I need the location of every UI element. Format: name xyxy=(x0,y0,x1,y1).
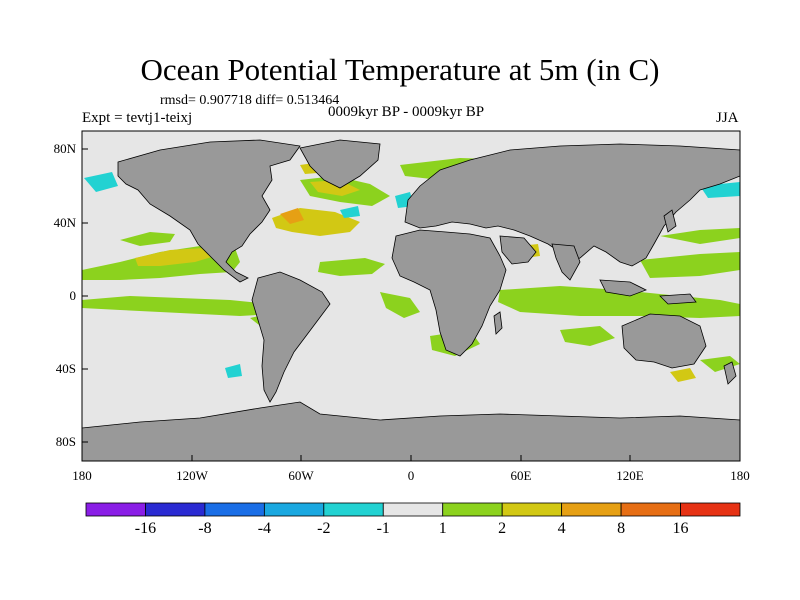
colorbar xyxy=(85,502,741,517)
colorbar-label: 2 xyxy=(498,520,507,537)
land-greenland xyxy=(299,139,381,189)
colorbar-label: -2 xyxy=(317,520,331,537)
land-india xyxy=(551,243,581,281)
x-tick-label: 0 xyxy=(407,468,415,483)
colorbar-swatch xyxy=(620,502,681,517)
y-tick-label: 40S xyxy=(55,361,76,376)
colorbar-label: 16 xyxy=(672,520,689,537)
land-australia xyxy=(621,313,707,369)
anomaly-patch xyxy=(318,258,385,276)
colorbar-swatch xyxy=(561,502,622,517)
colorbar-swatch xyxy=(204,502,265,517)
stats-label: rmsd= 0.907718 diff= 0.513464 xyxy=(160,93,340,108)
colorbar-swatch xyxy=(145,502,206,517)
map-panel xyxy=(81,130,741,462)
land-japan xyxy=(663,209,677,233)
anomaly-patch xyxy=(340,206,360,218)
anomaly-patch xyxy=(82,296,272,316)
land-madagascar xyxy=(493,311,503,335)
y-tick-label: 40N xyxy=(53,215,76,230)
x-tick-label: 60W xyxy=(288,468,314,483)
anomaly-patch xyxy=(84,172,118,192)
anomaly-patch xyxy=(380,292,420,318)
x-tick-label: 60E xyxy=(510,468,532,483)
x-tick-label: 180 xyxy=(72,468,92,483)
x-tick-label: 180 xyxy=(730,468,750,483)
colorbar-swatch xyxy=(680,502,741,517)
colorbar-swatch xyxy=(382,502,444,517)
colorbar-swatch xyxy=(501,502,563,517)
x-tick-label: 120E xyxy=(616,468,644,483)
land-new-zealand xyxy=(723,361,737,385)
colorbar-label: -1 xyxy=(376,520,390,537)
anomaly-patch xyxy=(310,180,360,196)
anomaly-patch xyxy=(700,356,740,372)
anomaly-patch xyxy=(498,286,740,318)
anomaly-patch xyxy=(670,368,696,382)
period-label: 0009kyr BP - 0009kyr BP xyxy=(327,104,485,120)
season-label: JJA xyxy=(716,110,739,126)
colorbar-swatch xyxy=(442,502,503,517)
colorbar-label: -4 xyxy=(257,520,272,537)
anomaly-patch xyxy=(660,228,740,244)
axis-ticks xyxy=(81,148,741,461)
experiment-label: Expt = tevtj1-teixj xyxy=(82,110,193,126)
anomaly-patch xyxy=(135,248,215,266)
y-tick-label: 80N xyxy=(53,141,76,156)
anomaly-patch xyxy=(120,232,175,246)
land-arabia xyxy=(499,235,537,265)
anomaly-patch xyxy=(560,326,615,346)
land-masses xyxy=(81,139,741,462)
colorbar-label: 4 xyxy=(557,520,566,537)
land-eurasia xyxy=(404,143,741,267)
y-tick-label: 80S xyxy=(55,434,76,449)
colorbar-swatch xyxy=(323,502,384,517)
anomaly-patch xyxy=(640,252,740,278)
colorbar-swatch xyxy=(263,502,325,517)
land-north-america xyxy=(117,139,301,283)
plot-title: Ocean Potential Temperature at 5m (in C) xyxy=(140,52,660,87)
colorbar-label: -8 xyxy=(198,520,212,537)
anomaly-patch xyxy=(280,208,304,224)
land-indonesia xyxy=(599,279,647,297)
land-south-america xyxy=(251,271,331,403)
colorbar-swatch xyxy=(85,502,146,517)
anomaly-patch xyxy=(225,364,242,378)
land-new-guinea xyxy=(659,293,697,305)
y-tick-label: 0 xyxy=(69,288,77,303)
x-tick-label: 120W xyxy=(176,468,208,483)
colorbar-label: 8 xyxy=(617,520,626,537)
land-africa xyxy=(391,229,507,357)
colorbar-label: -16 xyxy=(134,520,157,537)
colorbar-label: 1 xyxy=(438,520,447,537)
